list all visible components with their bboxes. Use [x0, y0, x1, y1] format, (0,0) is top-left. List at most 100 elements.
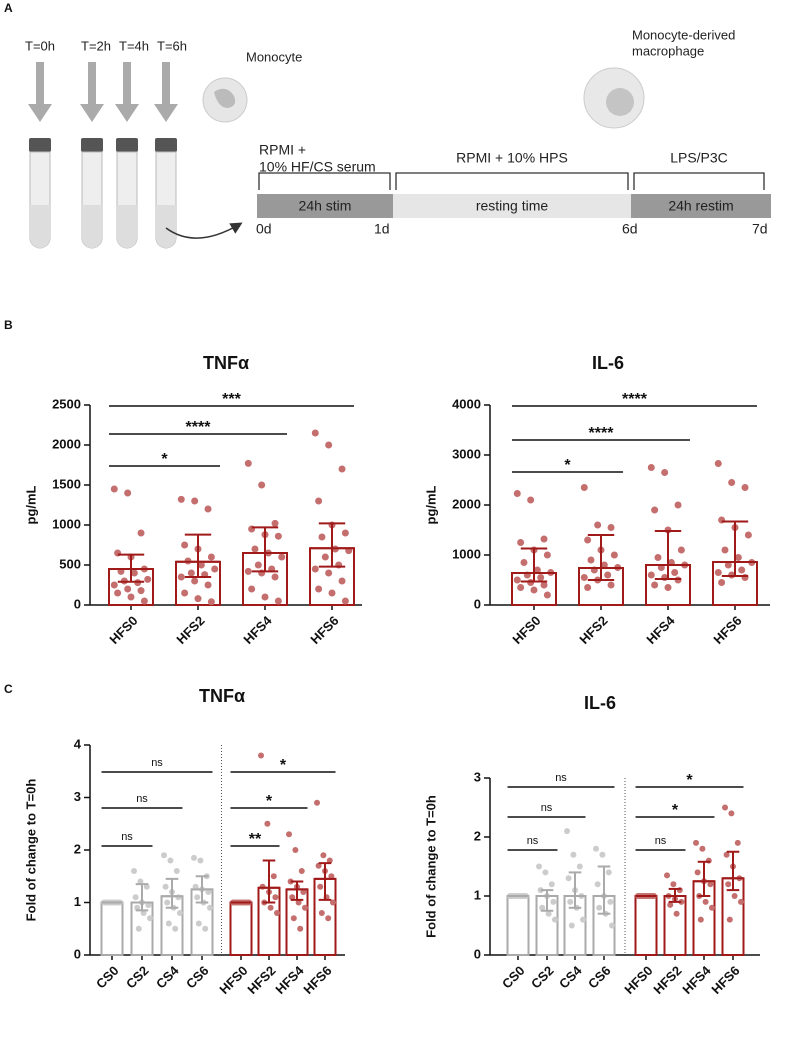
data-point [191, 497, 199, 505]
significance-label: ns [527, 835, 539, 847]
day-label: 0d [256, 221, 272, 237]
data-point [741, 484, 749, 491]
monocyte-label: Monocyte [246, 49, 302, 64]
data-point [131, 868, 138, 874]
data-point [596, 904, 603, 911]
data-point [135, 925, 142, 932]
data-point [731, 893, 738, 899]
data-point [137, 529, 145, 537]
y-tick-label: 3 [74, 789, 81, 804]
data-point [271, 573, 279, 581]
data-point [664, 584, 672, 591]
data-point [321, 553, 329, 561]
data-point [320, 852, 327, 859]
significance-label: * [161, 451, 168, 468]
data-point [517, 539, 525, 546]
data-point [579, 916, 586, 923]
data-point [721, 546, 729, 554]
medium-label: RPMI + [259, 142, 306, 158]
data-point [278, 553, 286, 561]
data-point [661, 469, 669, 476]
data-point [272, 894, 279, 901]
data-point [734, 839, 741, 846]
data-point [197, 857, 204, 864]
medium-label: 10% HF/CS serum [259, 159, 376, 175]
y-tick-label: 1 [474, 887, 481, 902]
data-point [651, 506, 659, 514]
data-point [273, 910, 280, 916]
data-point [204, 505, 212, 513]
data-point [204, 581, 212, 589]
data-point [580, 574, 588, 581]
data-point [248, 585, 256, 593]
data-point [187, 569, 195, 577]
data-point [315, 862, 322, 869]
significance-label: ns [655, 835, 667, 847]
significance-label: **** [186, 419, 212, 436]
data-point [520, 559, 528, 566]
data-point [286, 831, 293, 838]
data-point [610, 551, 618, 559]
y-tick-label: 4 [74, 736, 82, 751]
data-point [289, 894, 296, 901]
data-point [137, 587, 145, 595]
data-point [338, 465, 346, 473]
data-point [722, 804, 729, 811]
tubes [29, 138, 177, 249]
step-label: resting time [476, 198, 549, 214]
data-point [172, 925, 179, 932]
data-point [287, 878, 294, 885]
macrophage-label: macrophage [632, 43, 704, 58]
data-point [604, 571, 612, 579]
data-point [744, 531, 752, 539]
data-point [338, 577, 346, 585]
medium-label: RPMI + 10% HPS [456, 150, 568, 166]
data-point [671, 569, 679, 576]
data-point [654, 554, 662, 561]
significance-label: ns [151, 757, 163, 769]
day-label: 6d [622, 221, 638, 237]
data-point [274, 597, 282, 605]
data-point [298, 868, 305, 874]
significance-label: * [686, 772, 693, 789]
data-point [124, 489, 132, 497]
time-label: T=4h [119, 38, 149, 53]
data-point [600, 561, 608, 569]
data-point [587, 556, 595, 564]
data-point [134, 904, 141, 911]
data-point [167, 857, 174, 864]
chart-title: TNFα [203, 353, 249, 373]
data-point [329, 899, 336, 906]
data-point [570, 851, 577, 858]
data-point [314, 799, 321, 806]
data-point [202, 925, 209, 932]
data-point [540, 581, 548, 589]
data-point [551, 916, 558, 923]
data-point [301, 904, 308, 911]
data-point [176, 910, 183, 916]
data-point [702, 898, 709, 905]
data-point [177, 495, 185, 503]
data-point [271, 519, 279, 527]
data-point [576, 863, 583, 870]
data-point [718, 579, 726, 586]
data-point [565, 875, 572, 882]
data-point [244, 459, 252, 467]
y-tick-label: 1500 [52, 476, 81, 491]
y-tick-label: 2 [74, 841, 81, 856]
significance-label: * [280, 757, 287, 774]
data-point [127, 593, 135, 601]
panel-a: T=0h T=2h T=4h T=6h Monocyte Monocyte-de… [25, 27, 771, 249]
macrophage-label: Monocyte-derived [632, 27, 735, 42]
data-point [292, 847, 299, 853]
data-point [726, 916, 733, 923]
data-point [670, 881, 677, 888]
data-point [567, 898, 574, 905]
y-tick-label: 2500 [52, 396, 81, 411]
medium-label: LPS/P3C [670, 150, 728, 166]
data-point [191, 854, 198, 861]
data-point [311, 565, 319, 573]
data-point [728, 810, 735, 817]
data-point [568, 922, 575, 929]
